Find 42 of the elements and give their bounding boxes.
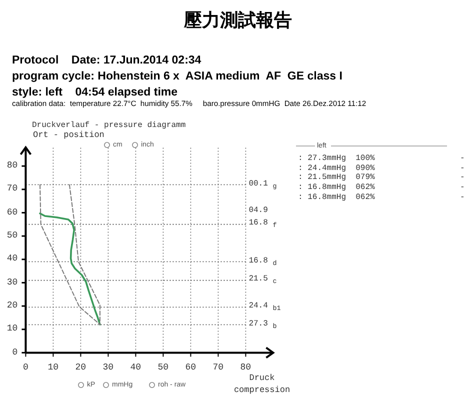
text: - (460, 173, 465, 182)
x-tick-label: 30 (102, 362, 114, 372)
x-tick-label: 40 (130, 362, 142, 372)
ref-line-label: 21.5 $_{c}$ (248, 274, 277, 286)
text: : 24.4mmHg 090% (298, 164, 375, 173)
y-tick-label: 50 (6, 230, 18, 241)
text: Protocol Date: 17.Jun.2014 02:34 (12, 54, 202, 67)
y-tick-label: 10 (6, 324, 18, 334)
y-tick-label: 20 (6, 300, 18, 311)
x-tick-label: 70 (212, 362, 224, 372)
annotation: 04.9 (248, 206, 268, 215)
text: - (460, 183, 465, 192)
x-tick-label: 50 (158, 362, 169, 372)
ref-line-label: 27.3 $_{b}$ (248, 319, 277, 330)
x-axis-title: Druck compression (232, 372, 292, 396)
ref-line-label: 24.4 $_{b1}$ (248, 302, 281, 312)
ref-line-label: 00.1 $_{g}$ (248, 179, 277, 190)
x-tick-label: 10 (48, 362, 59, 372)
text: - (460, 154, 465, 163)
chart-subtitle: Druckverlauf - pressure diagramm (32, 121, 186, 130)
x-tick-label: 20 (75, 362, 86, 372)
text: : 16.8mmHg 062% (298, 192, 375, 202)
text: - (460, 192, 465, 202)
text: style: left 04:54 elapsed time (12, 86, 178, 99)
x-tick-label: 80 (240, 362, 252, 372)
text: : 16.8mmHg 062% (298, 183, 375, 192)
ref-line-label: 16.8 $_{f}$ (248, 218, 277, 230)
x-tick-label: 60 (185, 362, 196, 372)
text: program cycle: Hohenstein 6 x ASIA medium AF GE class I (12, 70, 342, 83)
y-tick-label: 30 (6, 277, 18, 288)
y-tick-label: 70 (6, 184, 18, 194)
text: : 21.5mmHg 079% (298, 173, 375, 182)
ref-line-label: 16.8 $_{d}$ (248, 256, 277, 267)
y-tick-label: 0 (12, 347, 18, 358)
chart-title: 壓力測試報告 (184, 10, 292, 30)
text: : 27.3mmHg 100% (298, 154, 375, 163)
x-tick-label: 0 (22, 362, 28, 372)
y-tick-label: 60 (6, 207, 18, 218)
y-axis-title: Ort - position (33, 130, 104, 140)
text: - (460, 164, 465, 173)
y-tick-label: 40 (6, 254, 18, 264)
y-tick-label: 80 (6, 160, 18, 171)
